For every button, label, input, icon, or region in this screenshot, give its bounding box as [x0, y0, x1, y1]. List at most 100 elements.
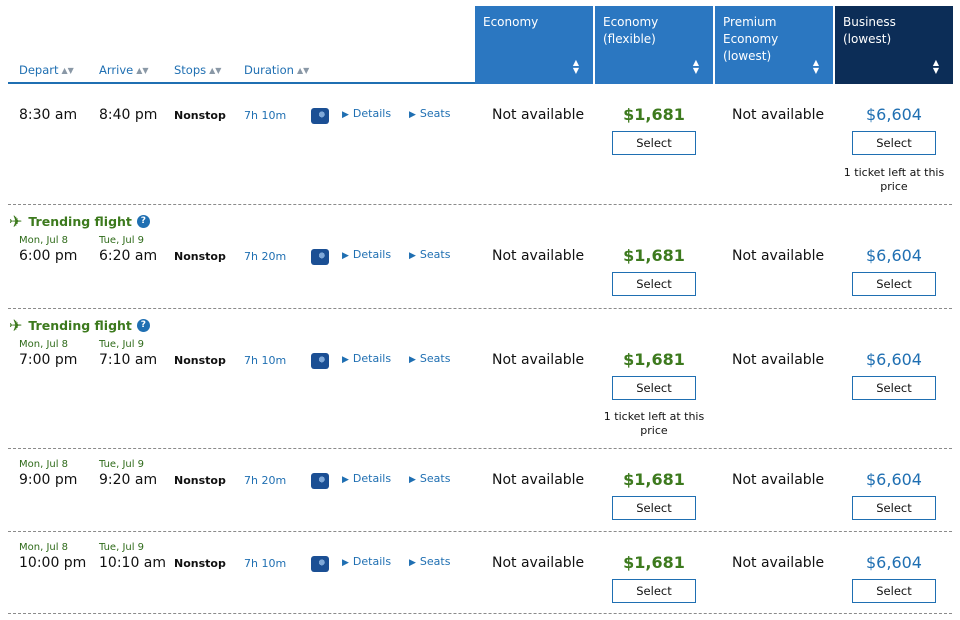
seats-link[interactable]: ▶ Seats	[409, 472, 450, 485]
cabin-economy-header[interactable]: Economy ▲ ▼	[475, 6, 593, 84]
sort-arrive[interactable]: Arrive ▲▼	[99, 63, 149, 77]
help-icon[interactable]: ?	[136, 215, 150, 228]
sort-duration[interactable]: Duration ▲▼	[244, 63, 309, 77]
select-business-button[interactable]: Select	[852, 272, 936, 296]
business-price: $6,604	[866, 553, 922, 572]
seats-label: Seats	[419, 472, 451, 485]
details-link[interactable]: ▶ Details	[342, 352, 391, 365]
select-economy-flexible-button[interactable]: Select	[612, 131, 696, 155]
seats-link[interactable]: ▶ Seats	[409, 248, 450, 261]
details-label: Details	[352, 352, 392, 365]
duration-value: 7h 10m	[244, 557, 287, 570]
business-price: $6,604	[866, 470, 922, 489]
economy-not-available: Not available	[492, 248, 585, 264]
airline-logo-icon	[311, 556, 329, 572]
arrive-time: 9:20 am	[99, 472, 158, 488]
flight-row: ✈ Trending flight? Mon, Jul 8 Tue, Jul 9 …	[8, 205, 952, 309]
cabin-economy-flexible-header[interactable]: Economy (flexible) ▲ ▼	[595, 6, 713, 84]
caret-right-icon: ▶	[342, 558, 349, 568]
caret-right-icon: ▶	[342, 475, 349, 485]
duration-value: 7h 10m	[244, 354, 287, 367]
economy-not-available: Not available	[492, 107, 585, 123]
depart-date: Mon, Jul 8	[19, 459, 69, 470]
business-price: $6,604	[866, 246, 922, 265]
flight-row: Mon, Jul 8 Tue, Jul 9 10:00 pm 10:10 am …	[8, 532, 952, 614]
trending-label: Trending flight	[28, 318, 132, 333]
seats-link[interactable]: ▶ Seats	[409, 107, 450, 120]
depart-time: 9:00 pm	[19, 472, 78, 488]
cabin-label: Premium Economy (lowest)	[723, 15, 779, 63]
cabin-business-header[interactable]: Business (lowest) ▲ ▼	[835, 6, 953, 84]
sort-icon: ▲▼	[932, 58, 939, 75]
seats-label: Seats	[419, 352, 451, 365]
caret-right-icon: ▶	[409, 251, 416, 261]
results-header: Depart ▲▼ Arrive ▲▼ Stops ▲▼ Duration ▲▼ Eco…	[0, 0, 960, 84]
sort-icon: ▲▼	[812, 58, 819, 75]
plane-icon: ✈	[9, 316, 23, 335]
economy-flexible-price: $1,681	[623, 105, 685, 124]
cabin-premium-economy-header[interactable]: Premium Economy (lowest) ▲ ▼	[715, 6, 833, 84]
help-icon[interactable]: ?	[136, 319, 150, 332]
arrive-date: Tue, Jul 9	[99, 459, 145, 470]
select-business-button[interactable]: Select	[852, 579, 936, 603]
economy-flexible-price: $1,681	[623, 350, 685, 369]
premium-economy-not-available: Not available	[732, 107, 825, 123]
cabin-label: Business (lowest)	[843, 15, 896, 46]
economy-flexible-price: $1,681	[623, 553, 685, 572]
economy-flexible-price: $1,681	[623, 246, 685, 265]
airline-logo-icon	[311, 249, 329, 265]
select-economy-flexible-button[interactable]: Select	[612, 376, 696, 400]
depart-time: 8:30 am	[19, 107, 78, 123]
business-price: $6,604	[866, 105, 922, 124]
business-availability-note: 1 ticket left at this price	[843, 166, 945, 193]
seats-label: Seats	[419, 107, 451, 120]
flight-row: 8:30 am 8:40 pm Nonstop 7h 10m ▶ Details …	[8, 84, 952, 205]
details-link[interactable]: ▶ Details	[342, 472, 391, 485]
trending-badge: ✈ Trending flight?	[9, 212, 150, 231]
select-economy-flexible-button[interactable]: Select	[612, 496, 696, 520]
details-label: Details	[352, 472, 392, 485]
sort-icon: ▲▼	[209, 66, 222, 75]
caret-right-icon: ▶	[409, 355, 416, 365]
sort-icon: ▲▼	[136, 66, 149, 75]
economy-not-available: Not available	[492, 555, 585, 571]
sort-icon: ▲▼	[572, 58, 579, 75]
premium-economy-not-available: Not available	[732, 555, 825, 571]
caret-right-icon: ▶	[409, 475, 416, 485]
premium-economy-not-available: Not available	[732, 248, 825, 264]
seats-link[interactable]: ▶ Seats	[409, 555, 450, 568]
stops-value: Nonstop	[174, 557, 226, 570]
sort-icon: ▲▼	[692, 58, 699, 75]
select-business-button[interactable]: Select	[852, 376, 936, 400]
sort-stops[interactable]: Stops ▲▼	[174, 63, 221, 77]
flight-row: ✈ Trending flight? Mon, Jul 8 Tue, Jul 9 …	[8, 309, 952, 449]
seats-link[interactable]: ▶ Seats	[409, 352, 450, 365]
header-divider	[8, 82, 475, 84]
depart-date: Mon, Jul 8	[19, 235, 69, 246]
select-business-button[interactable]: Select	[852, 131, 936, 155]
duration-value: 7h 20m	[244, 474, 287, 487]
arrive-date: Tue, Jul 9	[99, 542, 145, 553]
depart-time: 7:00 pm	[19, 352, 78, 368]
duration-label: Duration	[244, 63, 294, 77]
economy-not-available: Not available	[492, 352, 585, 368]
cabin-label: Economy	[483, 15, 539, 29]
details-link[interactable]: ▶ Details	[342, 555, 391, 568]
select-business-button[interactable]: Select	[852, 496, 936, 520]
caret-right-icon: ▶	[409, 110, 416, 120]
premium-economy-not-available: Not available	[732, 472, 825, 488]
select-economy-flexible-button[interactable]: Select	[612, 272, 696, 296]
duration-value: 7h 20m	[244, 250, 287, 263]
depart-label: Depart	[19, 63, 59, 77]
select-economy-flexible-button[interactable]: Select	[612, 579, 696, 603]
economy-flexible-availability-note: 1 ticket left at this price	[603, 410, 705, 437]
plane-icon: ✈	[9, 212, 23, 231]
depart-time: 10:00 pm	[19, 555, 87, 571]
details-label: Details	[352, 107, 392, 120]
arrive-time: 10:10 am	[99, 555, 167, 571]
details-link[interactable]: ▶ Details	[342, 248, 391, 261]
sort-depart[interactable]: Depart ▲▼	[19, 63, 74, 77]
stops-label: Stops	[174, 63, 207, 77]
details-link[interactable]: ▶ Details	[342, 107, 391, 120]
stops-value: Nonstop	[174, 474, 226, 487]
